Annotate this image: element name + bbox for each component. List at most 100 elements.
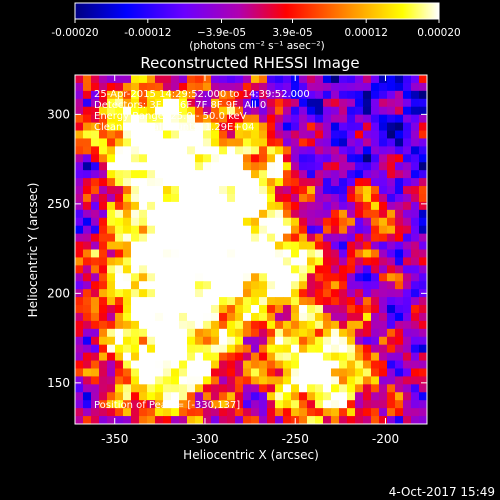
heatmap-cell [363,352,372,362]
heatmap-cell [299,193,308,203]
heatmap-cell [171,281,180,290]
heatmap-cell [411,241,420,251]
heatmap-cell [227,320,236,330]
heatmap-cell [211,320,220,330]
heatmap-cell [115,305,124,314]
heatmap-cell [115,122,124,132]
heatmap-cell [227,392,236,401]
heatmap-cell [251,305,260,314]
heatmap-cell [171,138,180,147]
heatmap-cell [371,312,380,322]
heatmap-cell [155,98,164,108]
heatmap-cell [83,376,92,385]
heatmap-cell [363,130,372,140]
heatmap-cell [139,336,148,346]
heatmap-cell [323,416,332,424]
heatmap-cell [363,106,372,116]
heatmap-cell [163,146,172,155]
heatmap-cell [107,201,116,211]
heatmap-cell [163,352,172,362]
heatmap-cell [163,98,172,108]
heatmap-cell [331,114,340,124]
heatmap-cell [195,90,204,100]
heatmap-cell [387,146,396,155]
heatmap-cell [99,241,108,251]
heatmap-cell [115,376,124,385]
heatmap-cell [259,186,268,195]
heatmap-cell [323,408,332,417]
heatmap-cell [371,416,380,424]
heatmap-cell [139,305,148,314]
heatmap-cell [419,122,427,132]
heatmap-cell [307,114,316,124]
heatmap-cell [163,392,172,401]
heatmap-cell [403,90,412,100]
heatmap-cell [163,233,172,243]
heatmap-cell [379,273,388,282]
heatmap-cell [179,114,188,124]
heatmap-cell [395,305,404,314]
heatmap-cell [115,368,124,378]
heatmap-cell [283,416,292,424]
heatmap-cell [299,257,308,266]
heatmap-cell [251,170,260,179]
heatmap-cell [355,75,364,84]
heatmap-cell [179,193,188,203]
heatmap-cell [403,130,412,140]
heatmap-cell [243,138,252,147]
heatmap-cell [363,217,372,227]
heatmap-cell [307,273,316,282]
heatmap-cell [235,178,244,187]
heatmap-cell [99,138,108,147]
heatmap-cell [299,122,308,132]
heatmap-cell [339,241,348,251]
heatmap-cell [155,257,164,266]
heatmap-cell [259,75,268,84]
heatmap-cell [275,281,284,290]
heatmap-cell [387,122,396,132]
heatmap-cell [187,273,196,282]
heatmap-cell [323,273,332,282]
heatmap-cell [275,186,284,195]
heatmap-cell [107,336,116,346]
heatmap-cell [171,170,180,179]
heatmap-cell [99,320,108,330]
heatmap-cell [147,225,156,235]
heatmap-cell [355,154,364,163]
heatmap-cell [379,130,388,140]
heatmap-cell [355,233,364,243]
heatmap-cell [411,130,420,140]
heatmap-cell [203,376,212,385]
heatmap-cell [107,75,116,84]
heatmap-cell [267,114,276,124]
heatmap-cell [259,376,268,385]
heatmap-cell [315,162,324,171]
heatmap-cell [195,146,204,155]
heatmap-cell [323,225,332,235]
heatmap-cell [115,320,124,330]
heatmap-cell [331,170,340,179]
heatmap-cell [291,392,300,401]
heatmap-cell [315,249,324,259]
heatmap-cell [395,352,404,362]
heatmap-cell [171,376,180,385]
heatmap-cell [163,154,172,163]
heatmap-cell [267,320,276,330]
heatmap-cell [235,305,244,314]
heatmap-cell [403,336,412,346]
heatmap-cell [219,289,228,298]
heatmap-cell [243,90,252,100]
heatmap-cell [299,98,308,108]
heatmap-cell [203,241,212,251]
heatmap-cell [195,336,204,346]
heatmap-cell [291,193,300,203]
heatmap-cell [267,225,276,235]
heatmap-cell [371,154,380,163]
heatmap-cell [411,114,420,124]
heatmap-cell [331,90,340,100]
heatmap-cell [323,289,332,298]
heatmap-cell [387,297,396,306]
heatmap-cell [131,154,140,163]
heatmap-cell [379,360,388,370]
heatmap-cell [275,344,284,354]
